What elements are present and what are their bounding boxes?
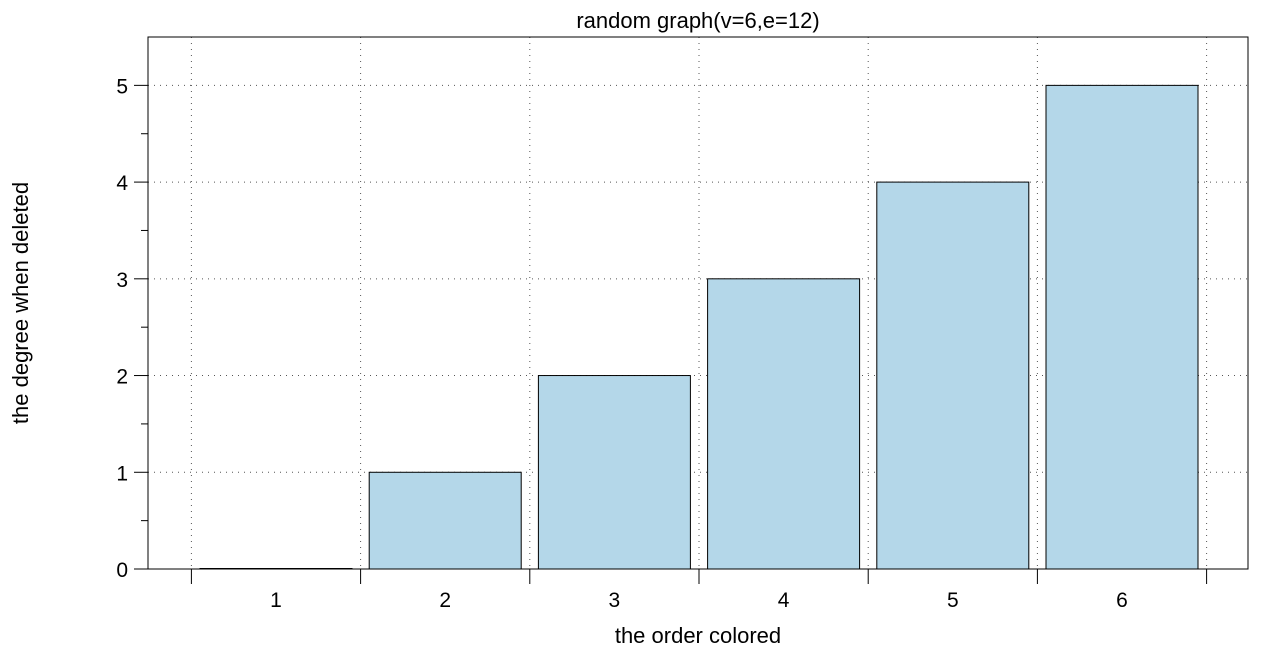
x-tick-label: 5	[947, 589, 959, 612]
y-tick-label: 3	[116, 269, 128, 292]
y-axis-label: the degree when deleted	[8, 182, 33, 424]
axis-ticks	[134, 84, 1208, 584]
y-tick-label: 5	[116, 75, 128, 98]
bar-5	[876, 181, 1030, 570]
x-axis-label: the order colored	[615, 623, 781, 648]
plot-frame	[147, 36, 1249, 570]
x-tick-label: 4	[778, 589, 790, 612]
bar-2	[368, 471, 522, 570]
y-tick-label: 4	[116, 172, 128, 195]
bars	[199, 84, 1199, 570]
y-tick-labels: 0 1 2 3 4 5	[116, 75, 128, 582]
y-tick-label: 0	[116, 559, 128, 582]
x-tick-labels: 1 2 3 4 5 6	[270, 589, 1128, 612]
y-tick-label: 1	[116, 462, 128, 485]
y-tick-label: 2	[116, 366, 128, 389]
chart-title: random graph(v=6,e=12)	[576, 8, 819, 33]
x-tick-label: 3	[609, 589, 621, 612]
bar-4	[707, 278, 861, 570]
bar-3	[537, 375, 691, 570]
x-tick-label: 1	[270, 589, 282, 612]
x-tick-label: 6	[1116, 589, 1128, 612]
bar-6	[1045, 84, 1199, 570]
x-tick-label: 2	[439, 589, 451, 612]
